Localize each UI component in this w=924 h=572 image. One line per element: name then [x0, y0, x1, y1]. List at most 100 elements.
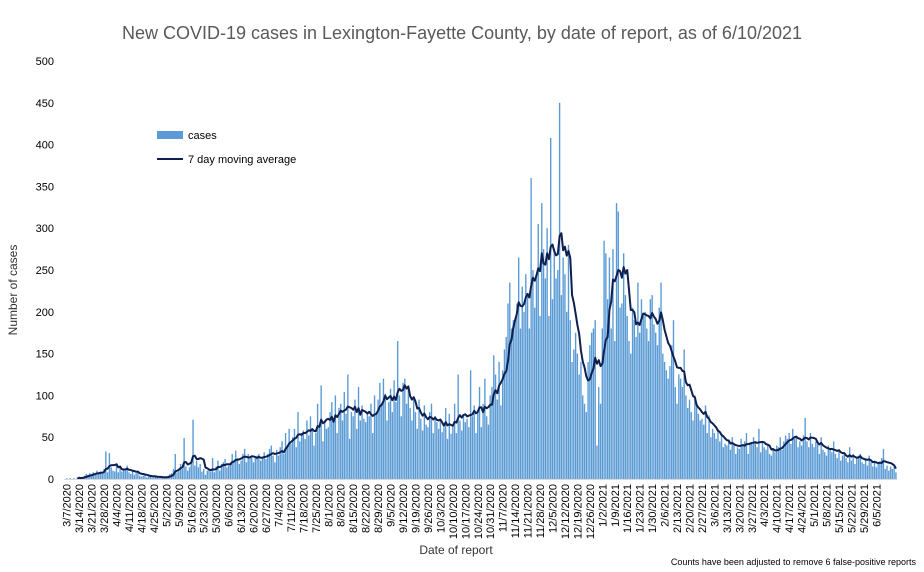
bar	[98, 473, 100, 479]
bar	[103, 468, 105, 479]
bar	[457, 374, 459, 479]
bar	[384, 393, 386, 479]
bar	[510, 328, 513, 479]
x-tick-label: 4/11/2020	[124, 484, 136, 532]
bar	[619, 307, 621, 479]
bar	[247, 453, 249, 479]
bar	[90, 473, 93, 479]
x-tick-label: 11/21/2020	[523, 484, 535, 538]
bar	[676, 403, 678, 479]
bar	[279, 447, 281, 479]
bar	[379, 382, 381, 479]
bar	[815, 441, 817, 479]
bar	[393, 380, 395, 479]
x-tick-label: 12/5/2020	[547, 484, 559, 533]
bar	[704, 405, 707, 479]
bar	[311, 428, 313, 479]
bar	[838, 449, 840, 479]
bar	[550, 137, 552, 479]
bar	[187, 470, 189, 479]
x-tick-label: 11/28/2020	[535, 484, 547, 538]
bar	[724, 443, 726, 479]
bar	[525, 274, 527, 479]
bar	[825, 455, 828, 479]
bar	[617, 211, 620, 480]
bar	[213, 472, 216, 479]
bar	[299, 441, 301, 479]
bar	[694, 395, 696, 479]
bar	[283, 453, 285, 479]
bar	[777, 447, 780, 479]
bar	[450, 433, 452, 479]
bar	[685, 395, 687, 479]
bar	[535, 274, 538, 479]
x-tick-label: 1/16/2021	[622, 484, 634, 533]
bar	[487, 424, 490, 479]
bar	[430, 403, 433, 479]
bar	[128, 472, 130, 479]
x-tick-label: 5/16/2020	[186, 484, 198, 533]
bar	[494, 374, 497, 479]
bar	[293, 428, 296, 479]
x-tick-label: 7/18/2020	[298, 484, 310, 533]
bar	[580, 361, 582, 479]
bar	[736, 447, 739, 479]
bar	[366, 412, 369, 479]
bar	[194, 465, 196, 479]
bar	[640, 299, 643, 479]
bar	[181, 468, 184, 479]
bar	[137, 470, 139, 479]
bar	[628, 341, 630, 479]
bar	[151, 477, 153, 479]
x-tick-label: 2/6/2021	[660, 484, 672, 527]
bar	[710, 437, 712, 479]
bar	[297, 412, 299, 479]
bar	[564, 274, 566, 479]
bar	[233, 460, 235, 479]
bar	[503, 349, 506, 479]
bar	[443, 427, 445, 479]
x-tick-label: 1/2/2021	[597, 484, 609, 527]
bar	[500, 405, 502, 479]
x-tick-label: 2/13/2021	[672, 484, 684, 533]
bar	[251, 455, 253, 479]
bar	[316, 403, 319, 479]
bar	[699, 420, 701, 479]
bar	[804, 417, 806, 479]
bar	[491, 387, 493, 479]
x-tick-label: 4/17/2021	[784, 484, 796, 533]
bar	[343, 392, 345, 479]
bar	[642, 315, 644, 479]
bar	[153, 477, 155, 479]
bar	[281, 441, 283, 479]
bar	[708, 415, 710, 479]
x-tick-label: 3/28/2020	[99, 484, 111, 533]
x-tick-label: 4/25/2020	[149, 484, 161, 533]
bar	[357, 387, 360, 479]
bar	[389, 388, 392, 479]
x-tick-label: 9/26/2020	[423, 484, 435, 533]
bar	[243, 448, 246, 479]
bar	[188, 467, 191, 479]
bar	[441, 432, 443, 479]
bar	[574, 332, 577, 479]
bar	[448, 413, 450, 479]
bar	[727, 441, 730, 479]
x-tick-label: 8/22/2020	[361, 484, 373, 533]
bar	[758, 428, 760, 479]
bar	[217, 460, 219, 479]
bar	[131, 471, 134, 479]
bar	[507, 303, 509, 479]
bar	[569, 320, 571, 479]
bar	[461, 430, 463, 479]
bar	[272, 455, 274, 479]
bar	[352, 416, 354, 479]
bar	[818, 453, 821, 479]
bar	[229, 462, 232, 479]
bar	[245, 462, 248, 479]
bar	[446, 438, 449, 479]
x-tick-label: 10/24/2020	[473, 484, 485, 539]
bar	[291, 437, 294, 479]
bar	[69, 478, 71, 479]
bar	[836, 458, 838, 479]
